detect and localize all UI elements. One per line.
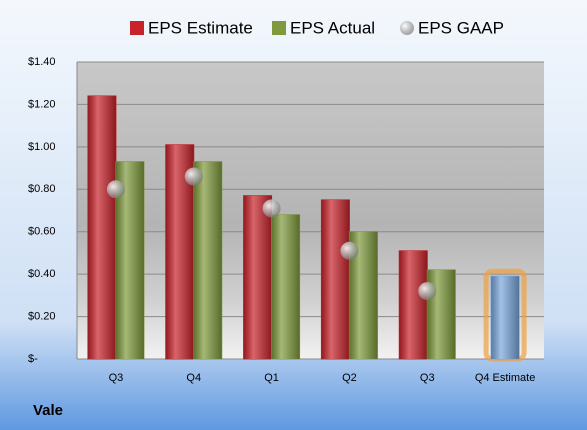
gaap-point [106, 180, 125, 199]
gaap-point [262, 199, 281, 218]
bar-shine [87, 95, 116, 359]
x-tick-label: Q3 [420, 372, 435, 384]
bar-shine [271, 214, 300, 359]
x-tick-label: Q4 [186, 372, 201, 384]
y-tick-label: $1.00 [28, 141, 56, 153]
gaap-point [340, 241, 359, 260]
legend-swatch [130, 21, 144, 35]
y-tick-label: $- [28, 353, 38, 365]
plot-area [77, 62, 544, 359]
bar-shine [321, 199, 350, 359]
legend-label: EPS GAAP [418, 18, 504, 37]
footer: Vale [33, 402, 63, 419]
x-tick-label: Q2 [342, 372, 357, 384]
y-tick-label: $0.40 [28, 268, 56, 280]
gaap-point [184, 167, 203, 186]
legend-label: EPS Actual [290, 18, 375, 37]
legend-swatch [272, 21, 286, 35]
legend-swatch [400, 21, 414, 35]
x-tick-label: Q4 Estimate [475, 372, 536, 384]
y-tick-label: $1.20 [28, 98, 56, 110]
bar-shine [243, 195, 272, 359]
y-tick-label: $0.60 [28, 226, 56, 238]
y-tick-label: $0.80 [28, 183, 56, 195]
bar-shine [491, 276, 520, 359]
y-tick-label: $1.40 [28, 56, 56, 68]
legend-label: EPS Estimate [148, 18, 253, 37]
y-tick-label: $0.20 [28, 310, 56, 322]
gaap-point [418, 282, 437, 301]
bar-shine [399, 250, 428, 359]
bar-shine [193, 161, 222, 359]
x-tick-label: Q1 [264, 372, 279, 384]
x-tick-label: Q3 [109, 372, 124, 384]
